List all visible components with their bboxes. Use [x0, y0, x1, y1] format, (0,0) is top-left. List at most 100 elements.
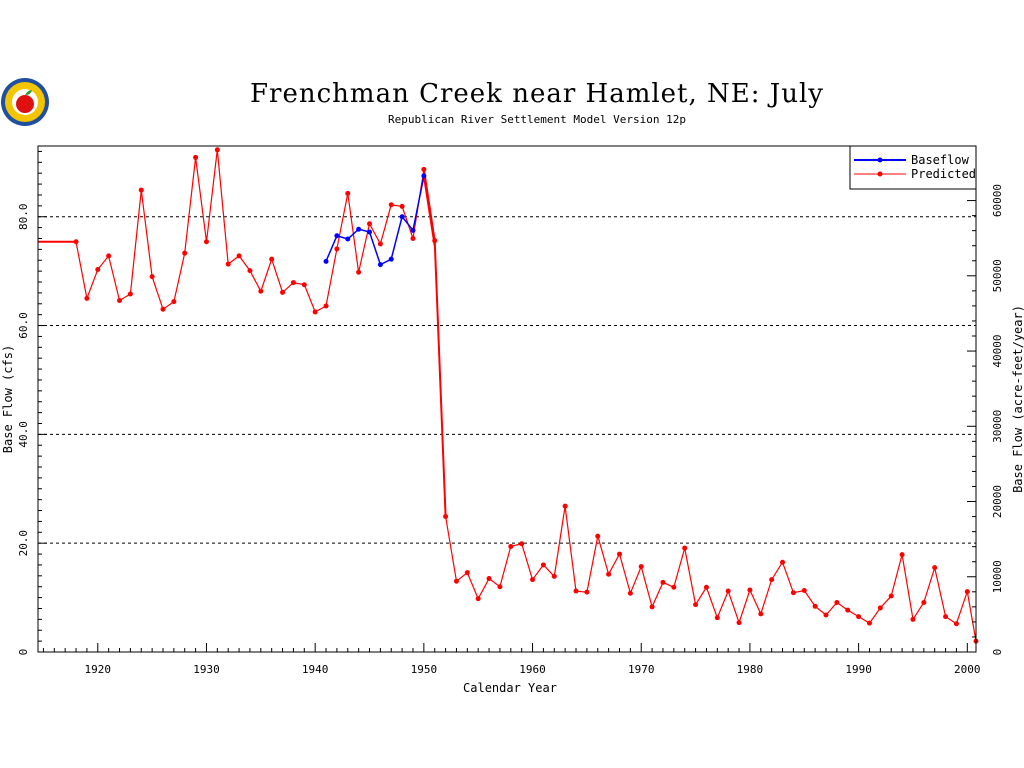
y-tick-label-1: 20.0	[17, 530, 30, 557]
y-tick-label-4: 80.0	[17, 203, 30, 230]
predicted-point	[160, 306, 166, 312]
predicted-point	[671, 584, 677, 590]
y-tick-label-3: 60.0	[17, 312, 30, 339]
predicted-point	[562, 503, 568, 509]
predicted-point	[388, 202, 394, 208]
predicted-point	[627, 590, 633, 596]
x-tick-label-8: 2000	[954, 663, 981, 676]
predicted-point	[377, 241, 383, 247]
predicted-point	[584, 589, 590, 595]
baseflow-point	[345, 236, 351, 242]
predicted-point	[475, 596, 481, 602]
predicted-point	[714, 615, 720, 621]
predicted-point	[812, 603, 818, 609]
baseflow-point	[421, 173, 427, 179]
y2-tick-label-3: 30000	[991, 410, 1004, 443]
predicted-point	[877, 605, 883, 611]
predicted-point	[486, 576, 492, 582]
predicted-point	[932, 565, 938, 571]
y2-axis-label: Base Flow (acre-feet/year)	[1011, 305, 1024, 493]
predicted-point	[769, 577, 775, 583]
chart-title: Frenchman Creek near Hamlet, NE: July	[250, 79, 824, 109]
x-tick-label-2: 1940	[302, 663, 329, 676]
predicted-point	[866, 620, 872, 626]
x-tick-label-5: 1970	[628, 663, 655, 676]
predicted-point	[334, 246, 340, 252]
predicted-point	[84, 295, 90, 301]
predicted-point	[421, 166, 427, 172]
y-tick-label-0: 0	[17, 649, 30, 656]
x-tick-label-6: 1980	[737, 663, 764, 676]
predicted-point	[193, 154, 199, 160]
predicted-point	[573, 588, 579, 594]
predicted-point	[410, 235, 416, 241]
predicted-point	[693, 602, 699, 608]
predicted-point	[149, 274, 155, 280]
baseflow-point	[367, 229, 373, 235]
predicted-point	[595, 533, 601, 539]
y2-tick-label-2: 20000	[991, 485, 1004, 518]
predicted-point	[540, 562, 546, 568]
series-predicted-line	[75, 149, 977, 642]
predicted-point	[443, 514, 449, 520]
logo	[1, 78, 49, 126]
predicted-point	[280, 289, 286, 295]
legend-box	[849, 145, 977, 190]
predicted-point	[203, 239, 209, 245]
series-baseflow-line	[325, 175, 425, 266]
y-tick-label-2: 40.0	[17, 421, 30, 448]
predicted-point	[432, 238, 438, 244]
predicted-point	[225, 261, 231, 267]
predicted-point	[910, 616, 916, 622]
legend-label-predicted: Predicted	[911, 167, 976, 181]
predicted-point	[323, 303, 329, 309]
predicted-point	[790, 590, 796, 596]
predicted-point	[345, 190, 351, 196]
predicted-point	[660, 579, 666, 585]
predicted-point	[682, 545, 688, 551]
baseflow-point	[410, 227, 416, 233]
predicted-point	[117, 298, 123, 304]
baseflow-point	[399, 214, 405, 220]
predicted-point	[638, 564, 644, 570]
chart-subtitle: Republican River Settlement Model Versio…	[388, 113, 686, 126]
predicted-point	[747, 587, 753, 593]
x-axis-ticks: 1920 1930 1940 1950 1960 1970 1980 1990 2000	[42, 643, 981, 676]
predicted-point	[356, 269, 362, 275]
baseflow-point	[323, 258, 329, 264]
predicted-point	[399, 203, 405, 209]
series-predicted-drop	[422, 169, 447, 517]
y2-tick-label-1: 10000	[991, 560, 1004, 593]
predicted-point	[530, 577, 536, 583]
predicted-point	[182, 250, 188, 256]
predicted-point	[127, 291, 133, 297]
y2-tick-label-6: 60000	[991, 184, 1004, 217]
predicted-point	[964, 589, 970, 595]
predicted-point	[725, 588, 731, 594]
predicted-point	[453, 578, 459, 584]
predicted-point	[214, 147, 220, 153]
predicted-point	[834, 599, 840, 605]
predicted-point	[551, 573, 557, 579]
baseflow-point	[388, 256, 394, 262]
predicted-point	[367, 221, 373, 227]
predicted-point	[899, 552, 905, 558]
x-tick-label-7: 1990	[845, 663, 872, 676]
predicted-point	[823, 612, 829, 618]
predicted-point	[519, 541, 525, 547]
y2-axis-ticks: 0 10000 20000 30000 40000 50000 60000	[967, 154, 1004, 655]
predicted-point	[736, 620, 742, 626]
y-axis-ticks: 0 20.0 40.0 60.0 80.0	[17, 150, 47, 656]
predicted-point	[953, 621, 959, 627]
x-tick-label-1: 1930	[193, 663, 220, 676]
predicted-point	[649, 604, 655, 610]
predicted-point	[171, 299, 177, 305]
y2-tick-label-4: 40000	[991, 334, 1004, 367]
predicted-point	[508, 543, 514, 549]
baseflow-point	[356, 226, 362, 232]
predicted-point	[301, 282, 307, 288]
predicted-point	[138, 187, 144, 193]
grid-lines	[38, 216, 976, 544]
predicted-point	[780, 559, 786, 565]
legend-label-baseflow: Baseflow	[911, 153, 970, 167]
